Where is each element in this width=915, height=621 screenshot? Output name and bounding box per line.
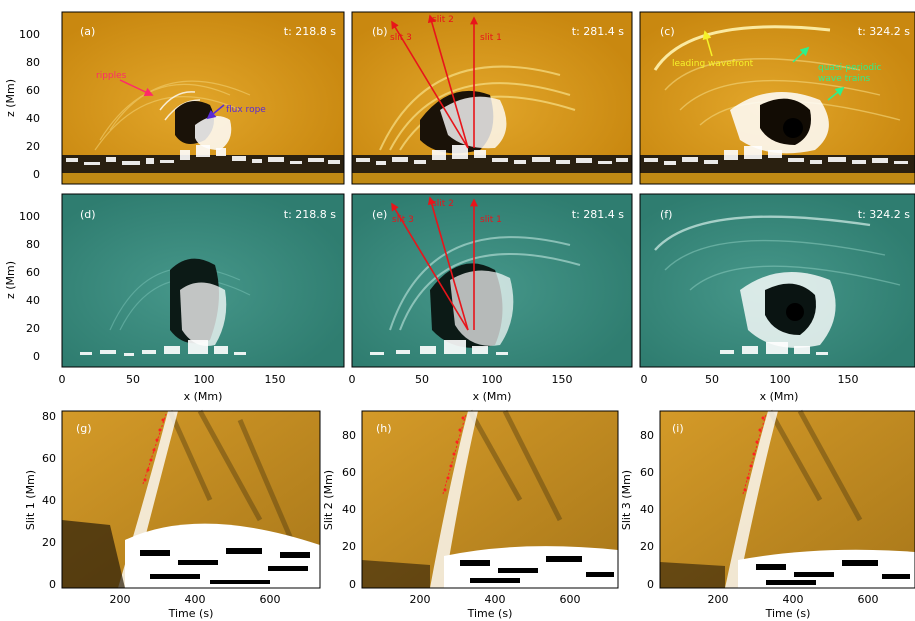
- xtick-h-600: 600: [560, 593, 581, 606]
- ytick-h-20: 20: [342, 540, 356, 553]
- ylabel-top: z (Mm): [4, 79, 17, 117]
- ytick-top-40: 40: [26, 112, 40, 125]
- bottom-axes: 0 20 40 60 80 Slit 1 (Mm) 200 400 600 Ti…: [24, 410, 879, 620]
- slit-label-3-mid: slit 3: [392, 215, 414, 225]
- xtick-d-100: 100: [194, 373, 215, 386]
- ytick-h-0: 0: [349, 578, 356, 591]
- panel-label-i: (i): [672, 422, 684, 435]
- xtick-f-0: 0: [641, 373, 648, 386]
- ytick-i-0: 0: [647, 578, 654, 591]
- panel-c: (c) t: 324.2 s leading wavefront quasi-p…: [639, 11, 915, 185]
- panel-time-d: t: 218.8 s: [284, 208, 337, 221]
- xlabel-i: Time (s): [765, 607, 811, 620]
- xtick-d-150: 150: [265, 373, 286, 386]
- panel-label-b: (b): [372, 25, 388, 38]
- ytick-i-40: 40: [640, 503, 654, 516]
- ylabel-i: Slit 3 (Mm): [620, 470, 633, 530]
- xtick-f-100: 100: [770, 373, 791, 386]
- ytick-g-60: 60: [42, 452, 56, 465]
- panel-label-c: (c): [660, 25, 675, 38]
- panel-label-d: (d): [80, 208, 96, 221]
- slit-label-2-mid: slit 2: [432, 199, 454, 209]
- xtick-g-400: 400: [185, 593, 206, 606]
- ytick-i-60: 60: [640, 466, 654, 479]
- panel-e: (e) t: 281.4 s slit 3 slit 2 slit 1: [351, 193, 633, 368]
- panel-time-a: t: 218.8 s: [284, 25, 337, 38]
- xtick-h-400: 400: [485, 593, 506, 606]
- xtick-e-0: 0: [349, 373, 356, 386]
- xtick-i-200: 200: [708, 593, 729, 606]
- ytick-mid-100: 100: [19, 210, 40, 223]
- slit-label-3-top: slit 3: [390, 33, 412, 43]
- ytick-top-0: 0: [33, 168, 40, 181]
- ytick-mid-0: 0: [33, 350, 40, 363]
- xlabel-h: Time (s): [467, 607, 513, 620]
- xlabel-g: Time (s): [168, 607, 214, 620]
- panel-label-h: (h): [376, 422, 392, 435]
- ytick-mid-80: 80: [26, 238, 40, 251]
- xlabel-f: x (Mm): [760, 390, 799, 403]
- panel-a: (a) t: 218.8 s ripples flux rope: [61, 11, 345, 185]
- ytick-top-80: 80: [26, 56, 40, 69]
- ytick-mid-20: 20: [26, 322, 40, 335]
- annotation-wave-trains: wave trains: [818, 74, 871, 84]
- xlabel-e: x (Mm): [473, 390, 512, 403]
- ytick-h-80: 80: [342, 429, 356, 442]
- ylabel-g: Slit 1 (Mm): [24, 470, 37, 530]
- panel-time-c: t: 324.2 s: [858, 25, 911, 38]
- panel-label-a: (a): [80, 25, 95, 38]
- xtick-h-200: 200: [410, 593, 431, 606]
- ylabel-middle: z (Mm): [4, 261, 17, 299]
- annotation-flux-rope: flux rope: [226, 105, 266, 115]
- middle-x-axes: 0 50 100 150 x (Mm) 0 50 100 150 x (Mm) …: [59, 373, 859, 403]
- top-y-axis: 0 20 40 60 80 100 z (Mm): [4, 28, 40, 181]
- xtick-f-50: 50: [705, 373, 719, 386]
- panel-b: (b) t: 281.4 s slit 3 slit 2 slit 1: [351, 11, 633, 185]
- ytick-g-20: 20: [42, 536, 56, 549]
- slit-label-1-top: slit 1: [480, 33, 502, 43]
- annotation-quasi-periodic: quasi-periodic: [818, 63, 882, 73]
- slit-label-1-mid: slit 1: [480, 215, 502, 225]
- ytick-g-0: 0: [49, 578, 56, 591]
- xlabel-d: x (Mm): [184, 390, 223, 403]
- xtick-e-100: 100: [482, 373, 503, 386]
- xtick-d-0: 0: [59, 373, 66, 386]
- ytick-top-60: 60: [26, 84, 40, 97]
- ylabel-h: Slit 2 (Mm): [322, 470, 335, 530]
- xtick-d-50: 50: [126, 373, 140, 386]
- xtick-g-600: 600: [260, 593, 281, 606]
- ytick-g-80: 80: [42, 410, 56, 423]
- panel-label-g: (g): [76, 422, 92, 435]
- panel-f: (f) t: 324.2 s: [639, 193, 915, 368]
- ytick-g-40: 40: [42, 494, 56, 507]
- panel-time-e: t: 281.4 s: [572, 208, 625, 221]
- panel-label-f: (f): [660, 208, 672, 221]
- annotation-leading-wavefront: leading wavefront: [672, 59, 754, 69]
- xtick-i-400: 400: [783, 593, 804, 606]
- xtick-i-600: 600: [858, 593, 879, 606]
- xtick-e-50: 50: [415, 373, 429, 386]
- xtick-f-150: 150: [838, 373, 859, 386]
- middle-y-axis: 0 20 40 60 80 100 z (Mm): [4, 210, 40, 363]
- panel-i: (i): [659, 409, 915, 589]
- panel-g: (g): [61, 409, 321, 589]
- ytick-i-80: 80: [640, 429, 654, 442]
- ytick-mid-60: 60: [26, 266, 40, 279]
- xtick-e-150: 150: [552, 373, 573, 386]
- xtick-g-200: 200: [110, 593, 131, 606]
- ytick-h-40: 40: [342, 503, 356, 516]
- ytick-h-60: 60: [342, 466, 356, 479]
- panel-label-e: (e): [372, 208, 387, 221]
- ytick-i-20: 20: [640, 540, 654, 553]
- ytick-top-20: 20: [26, 140, 40, 153]
- panel-time-f: t: 324.2 s: [858, 208, 911, 221]
- ytick-top-100: 100: [19, 28, 40, 41]
- ytick-mid-40: 40: [26, 294, 40, 307]
- panel-d: (d) t: 218.8 s: [61, 193, 345, 368]
- slit-label-2-top: slit 2: [432, 15, 454, 25]
- annotation-ripples: ripples: [96, 71, 127, 81]
- panel-time-b: t: 281.4 s: [572, 25, 625, 38]
- panel-h: (h): [361, 409, 619, 589]
